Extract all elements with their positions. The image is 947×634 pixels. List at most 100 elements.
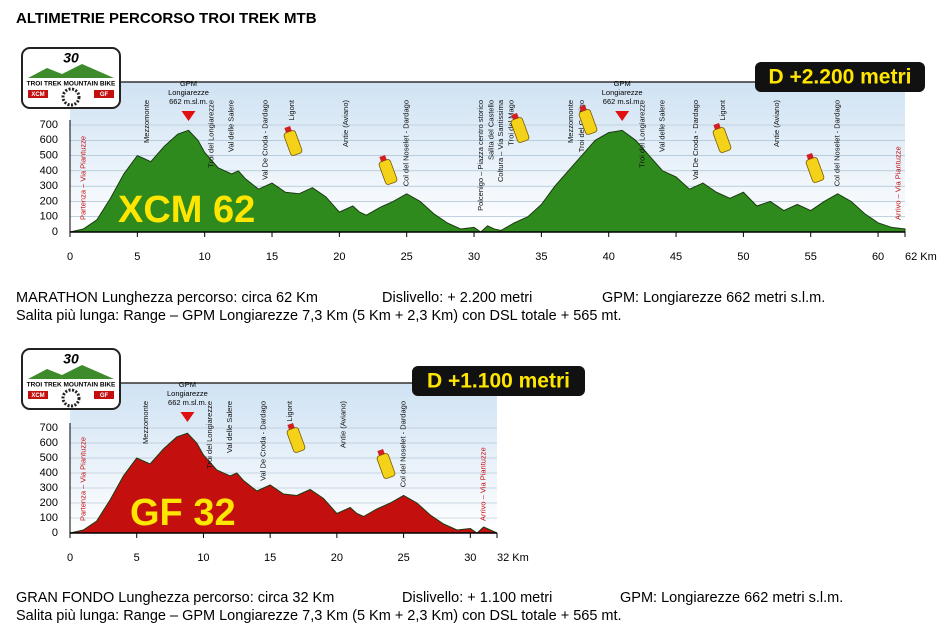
bottle-icon	[283, 125, 303, 156]
peak-marker	[180, 412, 195, 422]
peak-label: 662 m.sl.m.	[168, 398, 207, 407]
waypoint-label: Partenza – Via Piantuzze	[78, 437, 87, 521]
bottle-icon	[578, 104, 598, 135]
description-text: GRAN FONDO Lunghezza percorso: circa 32 …	[16, 590, 334, 606]
x-tick-label: 5	[134, 251, 140, 263]
waypoint-label: Partenza – Via Piantuzze	[78, 136, 87, 220]
waypoint-label: Val De Croda - Dardago	[260, 100, 269, 180]
page-title: ALTIMETRIE PERCORSO TROI TREK MTB	[16, 10, 317, 27]
waypoint-label: Troi del Longiarezze	[206, 100, 215, 168]
bottle-cap	[806, 152, 814, 160]
peak-label: GPM	[179, 380, 196, 389]
description-text: Dislivello: + 1.100 metri	[402, 590, 552, 606]
y-tick-label: 200	[40, 195, 58, 207]
waypoint-label: Troi del Longiarezze	[205, 401, 214, 469]
bottle-icon	[712, 122, 732, 153]
peak-label: GPM	[180, 79, 197, 88]
bottle-icon	[286, 422, 306, 453]
waypoint-label: Val De Croda - Dardago	[258, 401, 267, 481]
y-tick-label: 100	[40, 211, 58, 223]
waypoint-label: Ligont	[718, 99, 727, 120]
y-tick-label: 600	[40, 134, 58, 146]
bottle-cap	[379, 154, 387, 162]
bottle-cap	[284, 125, 292, 133]
bottle-icon	[378, 154, 398, 185]
logo-name: TROI TREK MOUNTAIN BIKE	[27, 81, 116, 88]
waypoint-label: Polcenigo – Piazza centro storico	[476, 100, 485, 211]
bottle-cap	[377, 448, 385, 456]
y-tick-label: 400	[40, 467, 58, 479]
description-text: MARATHON Lunghezza percorso: circa 62 Km	[16, 290, 318, 306]
y-tick-label: 100	[40, 512, 58, 524]
y-tick-label: 700	[40, 119, 58, 131]
logo-number: 30	[63, 50, 79, 66]
logo-mountain	[28, 365, 114, 379]
logo-name: TROI TREK MOUNTAIN BIKE	[27, 382, 116, 389]
y-tick-label: 300	[40, 180, 58, 192]
peak-marker	[181, 111, 196, 121]
waypoint-label: Arrivo – Via Piantuzze	[893, 146, 902, 220]
bottle-body	[378, 159, 398, 185]
waypoint-label: Col del Noselet - Dardago	[399, 401, 408, 487]
y-tick-label: 0	[52, 527, 58, 539]
y-tick-label: 300	[40, 482, 58, 494]
badge-text: D +1.100 metri	[427, 370, 570, 393]
x-tick-label: 20	[333, 251, 345, 263]
logo-gear	[61, 388, 81, 408]
bottle-cap	[713, 122, 721, 130]
logo-number: 30	[63, 351, 79, 367]
description-text: Dislivello: + 2.200 metri	[382, 290, 532, 306]
waypoint-label: Arrivo – Via Piantuzze	[479, 447, 488, 521]
logo-band	[27, 79, 115, 88]
peak-label: 662 m.sl.m.	[603, 97, 642, 106]
description-text: GPM: Longiarezze 662 metri s.l.m.	[620, 590, 843, 606]
peak-label: Longiarezze	[168, 88, 209, 97]
waypoint-label: Mezzomonte	[141, 401, 150, 444]
waypoint-label: Antie (Aviano)	[339, 401, 348, 448]
waypoint-label: Val delle Salere	[658, 100, 667, 152]
bottle-body	[286, 427, 306, 453]
logo-right	[94, 90, 114, 98]
description-text: GPM: Longiarezze 662 metri s.l.m.	[602, 290, 825, 306]
elevation-area	[69, 432, 498, 534]
route-label: XCM 62	[118, 189, 255, 231]
waypoint-label: Troi del Castigo	[577, 100, 586, 152]
waypoint-label: Coltura – Via Santissima	[496, 99, 505, 182]
logo-right-text: GF	[100, 92, 109, 98]
peak-label: 662 m.sl.m.	[169, 97, 208, 106]
bottle-icon	[510, 112, 530, 143]
route-label: GF 32	[130, 492, 236, 534]
description-text: Salita più lunga: Range – GPM Longiarezz…	[16, 308, 622, 324]
bottle-cap	[579, 104, 587, 112]
x-tick-label: 15	[266, 251, 278, 263]
waypoint-label: Ligont	[287, 99, 296, 120]
x-tick-label: 15	[264, 552, 276, 564]
x-tick-label: 50	[737, 251, 749, 263]
y-tick-label: 500	[40, 149, 58, 161]
x-tick-label: 35	[535, 251, 547, 263]
waypoint-label: Troi del Longiarezze	[637, 100, 646, 168]
x-tick-label: 45	[670, 251, 682, 263]
waypoint-label: Salita del Castello	[487, 100, 496, 160]
waypoint-label: Ligont	[285, 400, 294, 421]
x-tick-label: 32 Km	[497, 552, 529, 564]
y-tick-label: 700	[40, 422, 58, 434]
waypoint-label: Val delle Salere	[225, 401, 234, 453]
logo-band	[27, 380, 115, 389]
logo-left	[28, 391, 48, 399]
bottle-body	[712, 127, 732, 153]
x-tick-label: 62 Km	[905, 251, 937, 263]
description-text: Salita più lunga: Range – GPM Longiarezz…	[16, 608, 622, 624]
bottle-cap	[287, 422, 295, 430]
x-tick-label: 10	[199, 251, 211, 263]
waypoint-label: Col del Noselet - Dardago	[402, 100, 411, 186]
badge-box	[412, 366, 585, 396]
logo-left	[28, 90, 48, 98]
logo-mountain	[28, 64, 114, 78]
x-tick-label: 0	[67, 251, 73, 263]
peak-marker	[615, 111, 630, 121]
waypoint-label: Mezzomonte	[142, 100, 151, 143]
badge-text: D +2.200 metri	[768, 66, 911, 89]
logo-right	[94, 391, 114, 399]
